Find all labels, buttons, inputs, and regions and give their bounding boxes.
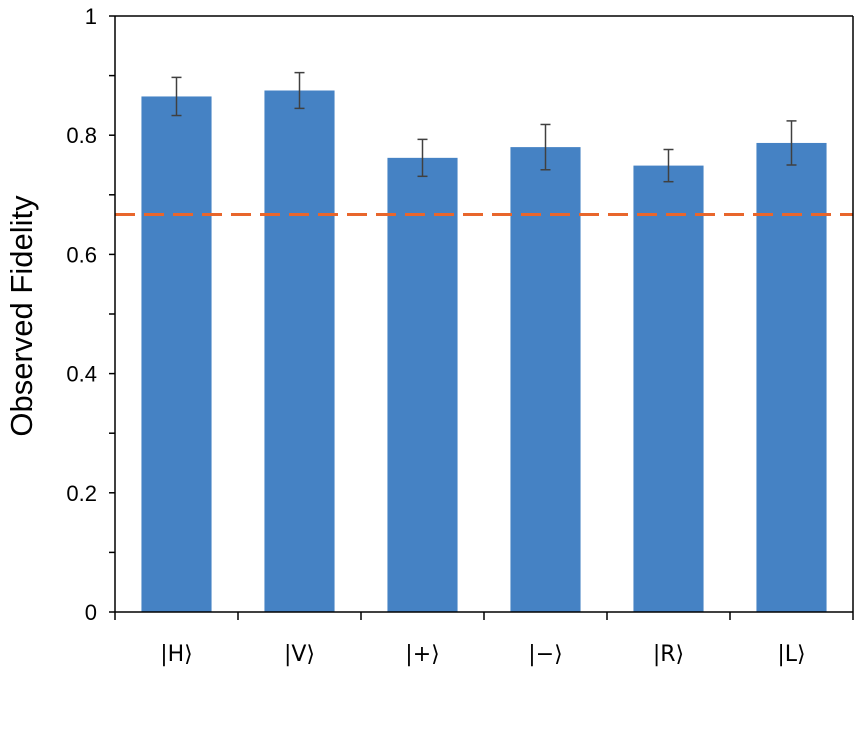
y-tick-label: 0.6	[66, 242, 97, 267]
axes-group	[109, 15, 854, 620]
x-category-label: |−⟩	[528, 642, 562, 667]
y-axis-title: Observed Fidelity	[4, 195, 39, 437]
bar	[387, 157, 458, 612]
x-category-label: |H⟩	[160, 642, 193, 667]
y-tick-label: 0.2	[66, 481, 97, 506]
bars-group	[141, 90, 827, 612]
error-bar	[540, 123, 551, 171]
y-tick-label: 1	[85, 4, 97, 29]
y-tick-label: 0	[85, 600, 97, 625]
bar	[264, 90, 335, 612]
error-bar	[294, 71, 305, 110]
x-category-label: |L⟩	[777, 642, 805, 667]
bar	[756, 142, 827, 612]
bar	[510, 147, 581, 612]
error-bar	[417, 138, 428, 178]
bar	[141, 96, 212, 612]
error-bar	[663, 148, 674, 183]
y-tick-label: 0.4	[66, 362, 97, 387]
x-category-label: |V⟩	[284, 642, 315, 667]
y-tick-labels: 0 0.2 0.4 0.6 0.8 1	[66, 4, 97, 625]
x-category-label: |R⟩	[653, 642, 684, 667]
y-tick-label: 0.8	[66, 123, 97, 148]
bar	[633, 165, 704, 612]
error-bars-group	[171, 71, 797, 183]
error-bar	[171, 76, 182, 117]
error-bar	[786, 120, 797, 166]
x-category-label: |+⟩	[405, 642, 439, 667]
x-category-labels: |H⟩ |V⟩ |+⟩ |−⟩ |R⟩ |L⟩	[160, 642, 805, 667]
